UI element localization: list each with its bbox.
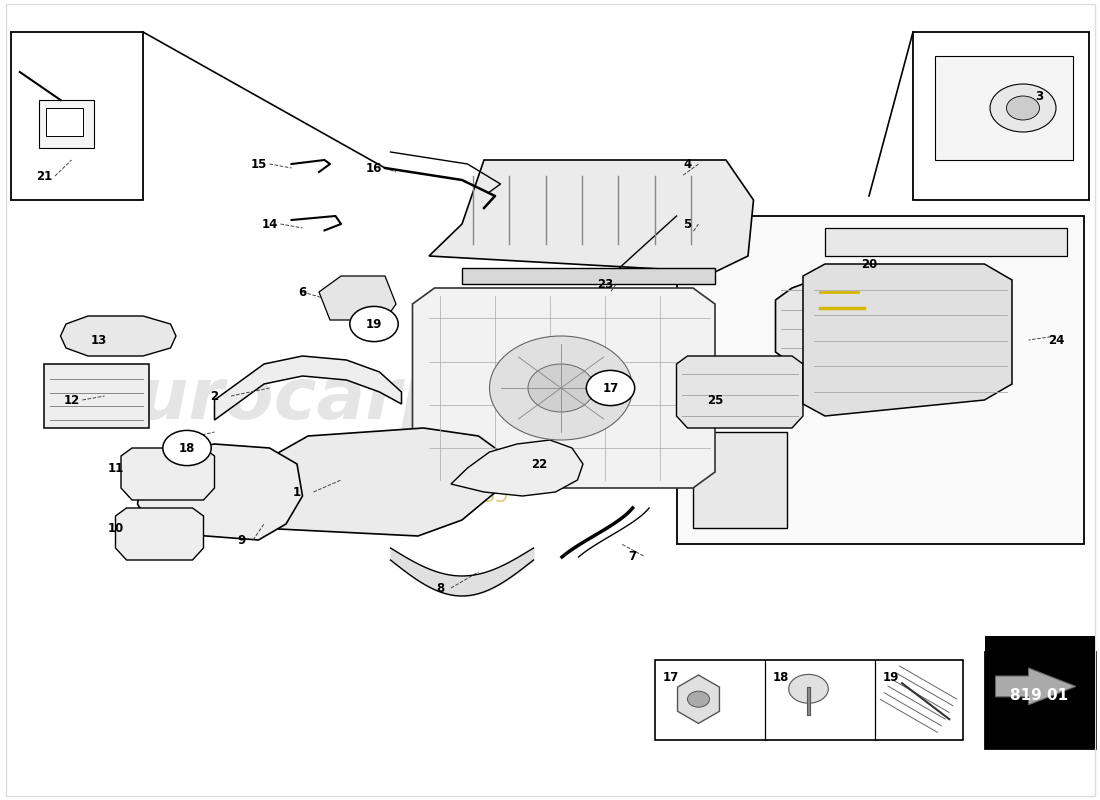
Bar [654,660,962,740]
Polygon shape [996,668,1076,705]
Text: 2: 2 [210,390,219,402]
Text: 9: 9 [238,534,246,546]
Text: 18: 18 [773,671,789,684]
Polygon shape [803,264,1012,416]
Circle shape [1006,96,1040,120]
Polygon shape [121,448,214,500]
Polygon shape [462,268,715,284]
Text: 15: 15 [251,158,266,170]
Text: 5: 5 [683,218,692,230]
Text: 11: 11 [108,462,123,474]
Bar [693,432,786,528]
Text: 21: 21 [36,170,52,182]
Polygon shape [242,428,506,536]
Polygon shape [214,356,402,420]
Text: 19: 19 [366,318,382,330]
Text: 17: 17 [603,382,618,394]
Bar [46,108,82,136]
Circle shape [789,674,828,703]
Text: 3: 3 [1035,90,1044,102]
Circle shape [163,430,211,466]
Text: 23: 23 [597,278,613,290]
Bar [984,636,1094,748]
Text: 13: 13 [91,334,107,346]
Text: a passion for parts since 1985: a passion for parts since 1985 [195,486,509,506]
Text: 14: 14 [262,218,277,230]
Polygon shape [776,272,913,364]
Text: 7: 7 [628,550,637,562]
Text: 19: 19 [883,671,899,684]
Bar [935,56,1072,160]
Polygon shape [319,276,396,320]
Polygon shape [116,508,204,560]
Bar [913,32,1089,200]
Bar [44,364,148,428]
Polygon shape [429,160,754,272]
Text: 12: 12 [64,394,79,406]
Text: 4: 4 [683,158,692,170]
Circle shape [528,364,594,412]
Circle shape [350,306,398,342]
Polygon shape [678,675,719,723]
Circle shape [990,84,1056,132]
Polygon shape [412,288,715,488]
Circle shape [586,370,635,406]
Bar [825,228,1067,256]
Bar [984,652,1094,748]
Text: 1: 1 [293,486,301,498]
Text: 22: 22 [531,458,547,470]
Circle shape [490,336,632,440]
Text: 20: 20 [861,258,877,270]
Text: 8: 8 [436,582,444,594]
Text: 16: 16 [366,162,382,174]
Text: 17: 17 [663,671,679,684]
Bar [39,100,94,148]
Circle shape [688,691,710,707]
Text: 819 01: 819 01 [1011,689,1068,703]
Text: 25: 25 [707,394,723,406]
Text: 6: 6 [298,286,307,298]
Text: eurocarparts: eurocarparts [89,366,615,434]
Text: 18: 18 [179,442,195,454]
Bar [11,32,143,200]
Polygon shape [451,440,583,496]
Polygon shape [138,444,302,540]
Bar [676,216,1084,544]
Polygon shape [60,316,176,356]
Polygon shape [676,356,803,428]
Text: 24: 24 [1048,334,1064,346]
Text: 10: 10 [108,522,123,534]
